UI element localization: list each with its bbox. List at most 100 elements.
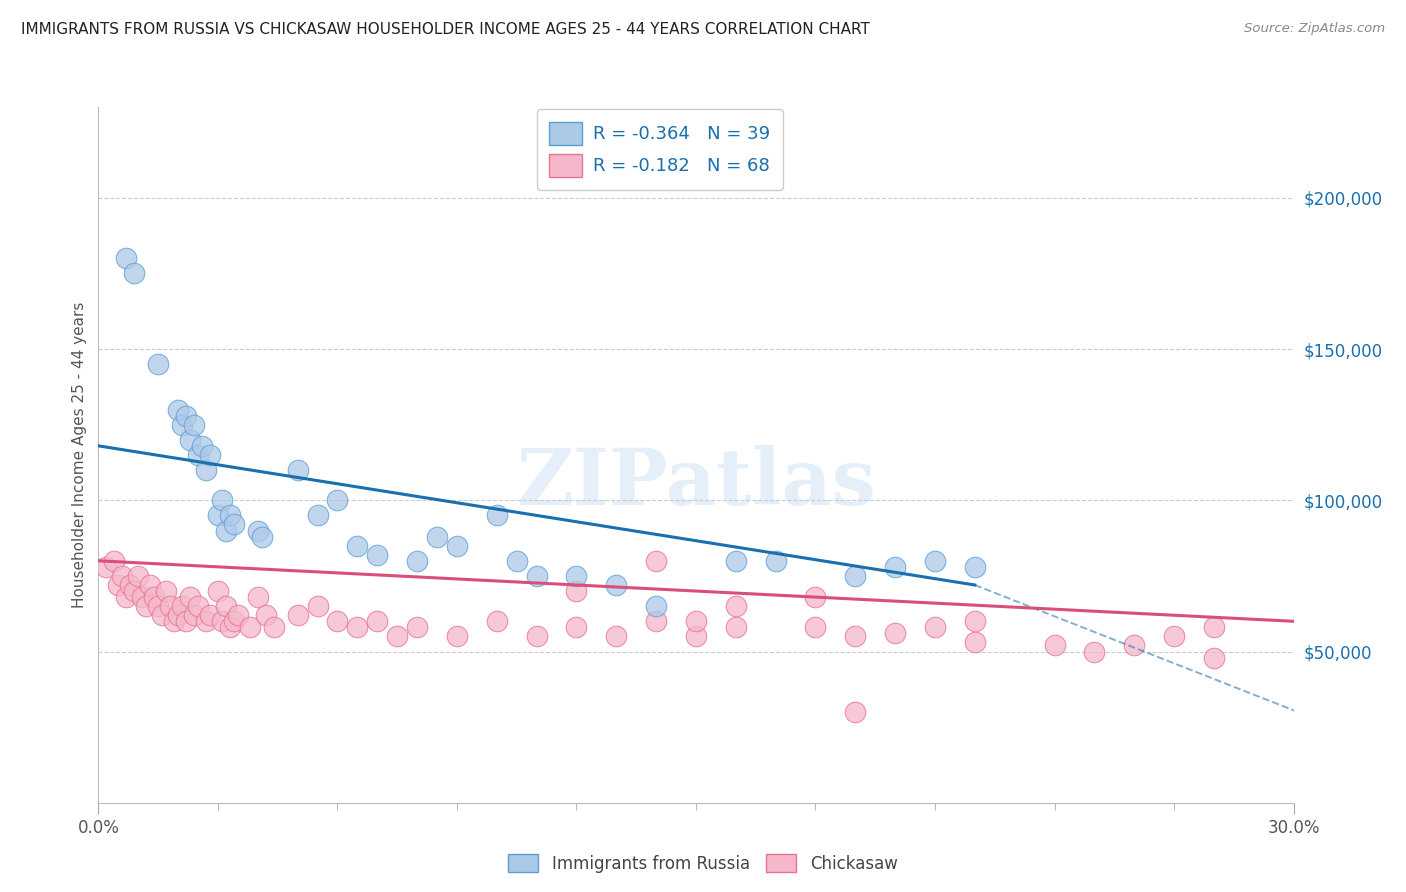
Point bbox=[207, 508, 229, 523]
Point bbox=[191, 439, 214, 453]
Point bbox=[346, 539, 368, 553]
Point bbox=[215, 599, 238, 614]
Point bbox=[167, 402, 190, 417]
Point bbox=[406, 620, 429, 634]
Point bbox=[219, 508, 242, 523]
Point bbox=[724, 599, 747, 614]
Point bbox=[174, 409, 197, 423]
Text: IMMIGRANTS FROM RUSSIA VS CHICKASAW HOUSEHOLDER INCOME AGES 25 - 44 YEARS CORREL: IMMIGRANTS FROM RUSSIA VS CHICKASAW HOUS… bbox=[21, 22, 870, 37]
Point bbox=[565, 569, 588, 583]
Point bbox=[246, 590, 269, 604]
Point bbox=[143, 590, 166, 604]
Point bbox=[1083, 644, 1105, 658]
Point bbox=[187, 448, 209, 462]
Point bbox=[254, 608, 277, 623]
Point bbox=[804, 620, 827, 634]
Point bbox=[127, 569, 149, 583]
Point bbox=[565, 584, 588, 599]
Point bbox=[724, 554, 747, 568]
Point bbox=[287, 463, 309, 477]
Point bbox=[183, 608, 205, 623]
Point bbox=[124, 267, 146, 281]
Point bbox=[287, 608, 309, 623]
Point bbox=[307, 508, 329, 523]
Legend: R = -0.364   N = 39, R = -0.182   N = 68: R = -0.364 N = 39, R = -0.182 N = 68 bbox=[537, 109, 783, 190]
Point bbox=[174, 615, 197, 629]
Text: Source: ZipAtlas.com: Source: ZipAtlas.com bbox=[1244, 22, 1385, 36]
Point bbox=[645, 554, 668, 568]
Point bbox=[111, 569, 134, 583]
Point bbox=[326, 615, 349, 629]
Point bbox=[526, 629, 548, 643]
Point bbox=[96, 559, 118, 574]
Point bbox=[963, 559, 986, 574]
Legend: Immigrants from Russia, Chickasaw: Immigrants from Russia, Chickasaw bbox=[502, 847, 904, 880]
Point bbox=[645, 599, 668, 614]
Point bbox=[884, 626, 907, 640]
Point bbox=[645, 615, 668, 629]
Point bbox=[103, 554, 125, 568]
Point bbox=[179, 433, 201, 447]
Point bbox=[239, 620, 262, 634]
Point bbox=[485, 508, 508, 523]
Point bbox=[605, 578, 627, 592]
Y-axis label: Householder Income Ages 25 - 44 years: Householder Income Ages 25 - 44 years bbox=[72, 301, 87, 608]
Point bbox=[172, 417, 194, 432]
Point bbox=[1163, 629, 1185, 643]
Point bbox=[844, 629, 866, 643]
Point bbox=[150, 608, 173, 623]
Point bbox=[385, 629, 409, 643]
Point bbox=[884, 559, 907, 574]
Point bbox=[326, 493, 349, 508]
Point bbox=[187, 599, 209, 614]
Point bbox=[366, 548, 388, 562]
Point bbox=[406, 554, 429, 568]
Point bbox=[685, 615, 707, 629]
Point bbox=[485, 615, 508, 629]
Point bbox=[215, 524, 238, 538]
Point bbox=[307, 599, 329, 614]
Point bbox=[844, 705, 866, 719]
Point bbox=[163, 615, 186, 629]
Text: ZIPatlas: ZIPatlas bbox=[516, 445, 876, 521]
Point bbox=[183, 417, 205, 432]
Point bbox=[1202, 620, 1225, 634]
Point bbox=[1043, 639, 1066, 653]
Point bbox=[366, 615, 388, 629]
Point bbox=[1202, 650, 1225, 665]
Point bbox=[195, 615, 218, 629]
Point bbox=[179, 590, 201, 604]
Point bbox=[211, 615, 233, 629]
Point bbox=[804, 590, 827, 604]
Point bbox=[155, 584, 177, 599]
Point bbox=[724, 620, 747, 634]
Point bbox=[565, 620, 588, 634]
Point bbox=[172, 599, 194, 614]
Point bbox=[219, 620, 242, 634]
Point bbox=[685, 629, 707, 643]
Point bbox=[250, 530, 273, 544]
Point bbox=[207, 584, 229, 599]
Point bbox=[963, 615, 986, 629]
Point bbox=[506, 554, 529, 568]
Point bbox=[198, 608, 221, 623]
Point bbox=[198, 448, 221, 462]
Point bbox=[159, 599, 181, 614]
Point bbox=[263, 620, 285, 634]
Point bbox=[963, 635, 986, 649]
Point bbox=[211, 493, 233, 508]
Point bbox=[115, 590, 138, 604]
Point bbox=[226, 608, 249, 623]
Point bbox=[924, 554, 946, 568]
Point bbox=[115, 252, 138, 266]
Point bbox=[1123, 639, 1146, 653]
Point bbox=[148, 357, 170, 371]
Point bbox=[131, 590, 153, 604]
Point bbox=[924, 620, 946, 634]
Point bbox=[135, 599, 157, 614]
Point bbox=[605, 629, 627, 643]
Point bbox=[222, 615, 245, 629]
Point bbox=[844, 569, 866, 583]
Point bbox=[765, 554, 787, 568]
Point bbox=[246, 524, 269, 538]
